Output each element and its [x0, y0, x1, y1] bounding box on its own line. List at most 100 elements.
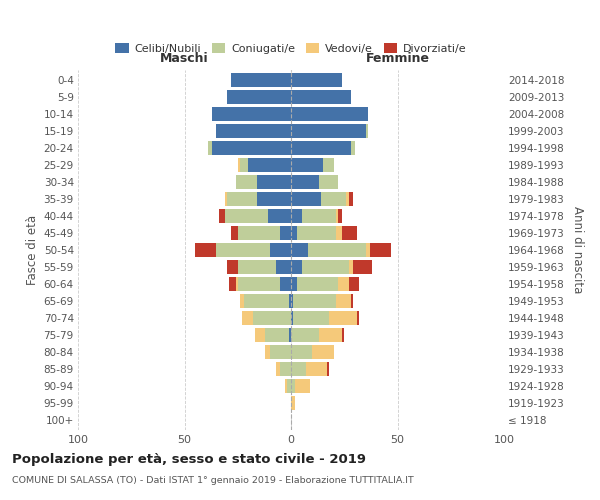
Text: Maschi: Maschi	[160, 52, 209, 64]
Bar	[319, 176, 338, 189]
Bar	[217, 243, 270, 257]
Bar	[306, 362, 327, 376]
Bar	[238, 226, 280, 240]
Bar	[291, 176, 319, 189]
Bar	[244, 294, 289, 308]
Bar	[232, 74, 291, 87]
Bar	[195, 243, 217, 257]
Bar	[225, 192, 227, 206]
Bar	[265, 328, 289, 342]
Bar	[227, 90, 291, 104]
Bar	[217, 124, 291, 138]
Bar	[270, 243, 291, 257]
Bar	[291, 345, 313, 358]
Bar	[291, 294, 293, 308]
Bar	[291, 74, 342, 87]
Text: COMUNE DI SALASSA (TO) - Dati ISTAT 1° gennaio 2019 - Elaborazione TUTTITALIA.IT: COMUNE DI SALASSA (TO) - Dati ISTAT 1° g…	[12, 476, 414, 485]
Bar	[293, 294, 336, 308]
Bar	[291, 328, 319, 342]
Bar	[291, 124, 365, 138]
Bar	[255, 328, 265, 342]
Bar	[291, 243, 308, 257]
Bar	[346, 192, 349, 206]
Bar	[238, 277, 280, 291]
Bar	[227, 260, 238, 274]
Bar	[336, 226, 342, 240]
Bar	[313, 345, 334, 358]
Bar	[342, 328, 344, 342]
Y-axis label: Fasce di età: Fasce di età	[26, 215, 40, 285]
Bar	[270, 345, 291, 358]
Bar	[357, 311, 359, 324]
Bar	[242, 311, 253, 324]
Bar	[225, 209, 268, 223]
Bar	[238, 260, 276, 274]
Bar	[365, 124, 368, 138]
Bar	[302, 260, 349, 274]
Bar	[280, 226, 291, 240]
Bar	[350, 142, 355, 155]
Bar	[240, 294, 244, 308]
Legend: Celibi/Nubili, Coniugati/e, Vedovi/e, Divorziati/e: Celibi/Nubili, Coniugati/e, Vedovi/e, Di…	[112, 40, 470, 57]
Bar	[342, 226, 357, 240]
Bar	[291, 260, 302, 274]
Bar	[308, 243, 365, 257]
Bar	[232, 226, 238, 240]
Bar	[227, 192, 257, 206]
Bar	[349, 277, 359, 291]
Bar	[229, 277, 236, 291]
Bar	[291, 158, 323, 172]
Bar	[253, 311, 291, 324]
Bar	[327, 362, 329, 376]
Bar	[291, 277, 298, 291]
Bar	[365, 243, 370, 257]
Bar	[298, 226, 336, 240]
Bar	[284, 379, 287, 392]
Bar	[240, 158, 248, 172]
Bar	[276, 362, 280, 376]
Bar	[338, 209, 342, 223]
Bar	[302, 209, 336, 223]
Bar	[280, 362, 291, 376]
Bar	[236, 176, 257, 189]
Bar	[236, 277, 238, 291]
Bar	[248, 158, 291, 172]
Bar	[370, 243, 391, 257]
Bar	[319, 328, 342, 342]
Y-axis label: Anni di nascita: Anni di nascita	[571, 206, 584, 294]
Text: Popolazione per età, sesso e stato civile - 2019: Popolazione per età, sesso e stato civil…	[12, 452, 366, 466]
Bar	[323, 158, 334, 172]
Bar	[350, 294, 353, 308]
Bar	[218, 209, 225, 223]
Bar	[268, 209, 291, 223]
Bar	[293, 311, 329, 324]
Bar	[212, 108, 291, 121]
Bar	[291, 396, 295, 409]
Bar	[291, 142, 350, 155]
Bar	[238, 158, 240, 172]
Bar	[280, 277, 291, 291]
Bar	[212, 142, 291, 155]
Bar	[208, 142, 212, 155]
Bar	[336, 294, 350, 308]
Bar	[329, 311, 357, 324]
Bar	[349, 260, 353, 274]
Bar	[295, 379, 310, 392]
Bar	[291, 209, 302, 223]
Bar	[257, 176, 291, 189]
Bar	[353, 260, 372, 274]
Bar	[336, 209, 338, 223]
Text: Femmine: Femmine	[365, 52, 430, 64]
Bar	[265, 345, 270, 358]
Bar	[289, 328, 291, 342]
Bar	[338, 277, 349, 291]
Bar	[287, 379, 291, 392]
Bar	[291, 226, 298, 240]
Bar	[291, 192, 321, 206]
Bar	[291, 108, 368, 121]
Bar	[257, 192, 291, 206]
Bar	[276, 260, 291, 274]
Bar	[291, 362, 306, 376]
Bar	[298, 277, 338, 291]
Bar	[321, 192, 346, 206]
